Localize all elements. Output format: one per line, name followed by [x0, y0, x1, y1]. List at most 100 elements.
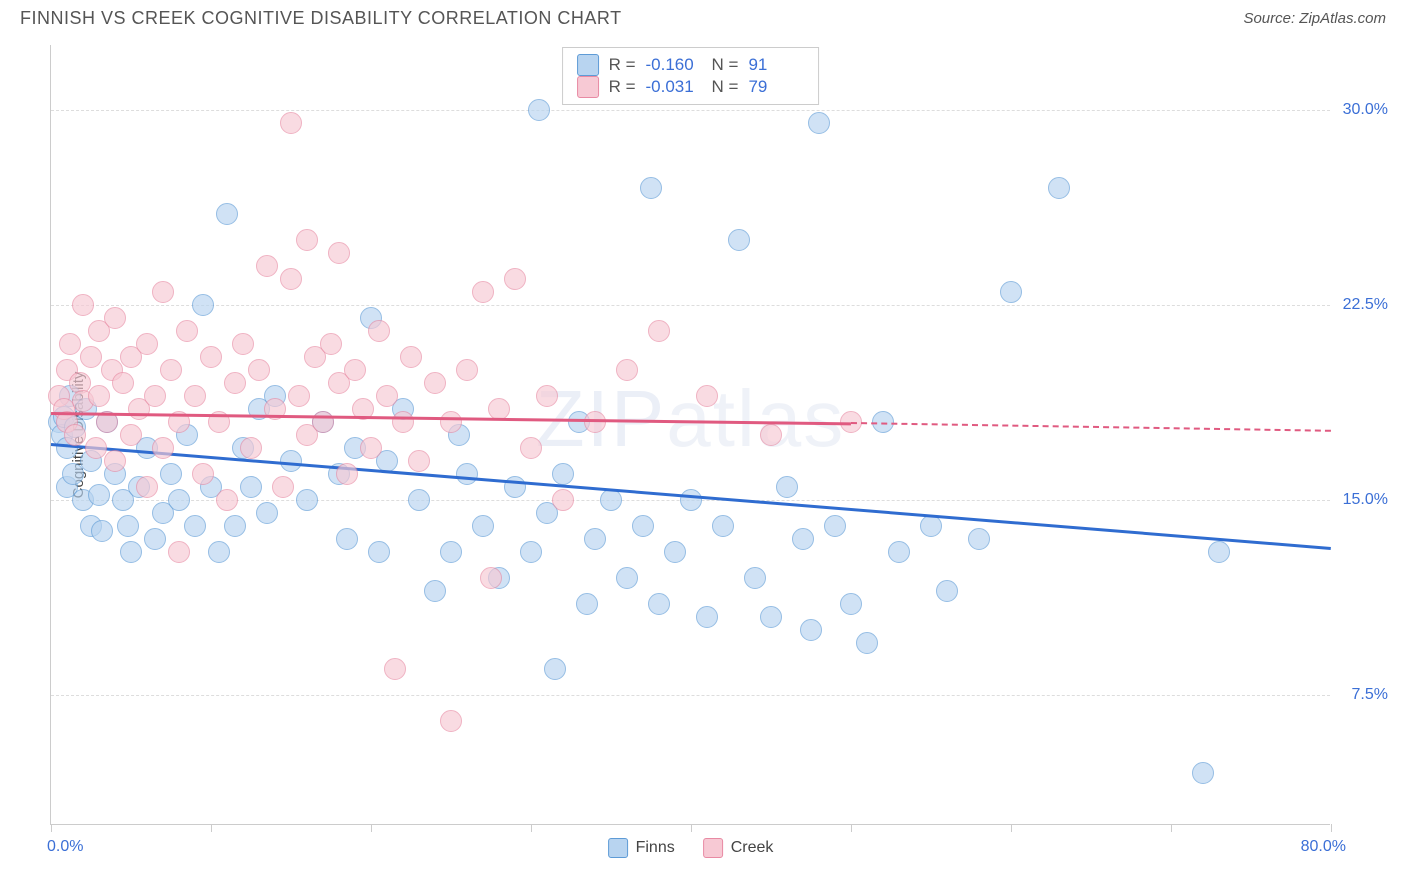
scatter-point [400, 346, 422, 368]
scatter-point [256, 502, 278, 524]
scatter-point [368, 320, 390, 342]
scatter-point [424, 580, 446, 602]
legend-swatch [577, 76, 599, 98]
y-tick-label: 22.5% [1343, 296, 1388, 314]
legend-series-name: Finns [636, 839, 675, 857]
x-axis-min-label: 0.0% [47, 838, 83, 856]
legend-n-label: N = [712, 55, 739, 75]
scatter-point [408, 450, 430, 472]
series-legend: Finns Creek [608, 838, 774, 858]
scatter-point [136, 333, 158, 355]
scatter-point [840, 593, 862, 615]
stats-legend-row: R =-0.031N =79 [577, 76, 805, 98]
legend-r-value: -0.031 [646, 77, 702, 97]
scatter-point [152, 281, 174, 303]
scatter-point [520, 437, 542, 459]
scatter-point [344, 359, 366, 381]
scatter-point [456, 463, 478, 485]
scatter-point [808, 112, 830, 134]
legend-item: Finns [608, 838, 675, 858]
scatter-point [648, 593, 670, 615]
scatter-point [328, 242, 350, 264]
scatter-point [168, 541, 190, 563]
scatter-point [1208, 541, 1230, 563]
legend-series-name: Creek [731, 839, 774, 857]
scatter-point [408, 489, 430, 511]
chart-plot-area: Cognitive Disability ZIPatlas R =-0.160N… [50, 45, 1330, 825]
scatter-point [104, 450, 126, 472]
legend-swatch [608, 838, 628, 858]
scatter-point [224, 515, 246, 537]
scatter-point [232, 333, 254, 355]
gridline [51, 695, 1330, 696]
scatter-point [360, 437, 382, 459]
scatter-point [584, 528, 606, 550]
scatter-point [184, 515, 206, 537]
scatter-point [472, 281, 494, 303]
scatter-point [248, 359, 270, 381]
x-tick [531, 824, 532, 832]
scatter-point [272, 476, 294, 498]
scatter-point [320, 333, 342, 355]
scatter-point [440, 710, 462, 732]
scatter-point [216, 203, 238, 225]
stats-legend-row: R = -0.160 N = 91 [577, 54, 805, 76]
scatter-point [80, 346, 102, 368]
gridline [51, 305, 1330, 306]
x-tick [1331, 824, 1332, 832]
scatter-point [336, 463, 358, 485]
x-tick [851, 824, 852, 832]
scatter-point [728, 229, 750, 251]
scatter-point [504, 268, 526, 290]
scatter-point [792, 528, 814, 550]
scatter-point [336, 528, 358, 550]
scatter-point [488, 398, 510, 420]
scatter-point [552, 489, 574, 511]
scatter-point [144, 385, 166, 407]
gridline [51, 110, 1330, 111]
scatter-point [968, 528, 990, 550]
scatter-point [760, 606, 782, 628]
scatter-point [480, 567, 502, 589]
scatter-point [760, 424, 782, 446]
legend-r-label: R = [609, 55, 636, 75]
scatter-point [64, 424, 86, 446]
scatter-point [648, 320, 670, 342]
scatter-point [256, 255, 278, 277]
legend-r-label: R = [609, 77, 636, 97]
scatter-point [552, 463, 574, 485]
scatter-point [280, 112, 302, 134]
scatter-point [824, 515, 846, 537]
scatter-point [312, 411, 334, 433]
scatter-point [192, 294, 214, 316]
legend-n-label: N = [712, 77, 739, 97]
trend-line [51, 443, 1331, 550]
scatter-point [1048, 177, 1070, 199]
scatter-point [632, 515, 654, 537]
scatter-point [888, 541, 910, 563]
y-tick-label: 30.0% [1343, 101, 1388, 119]
scatter-point [160, 463, 182, 485]
scatter-point [376, 385, 398, 407]
scatter-point [176, 320, 198, 342]
scatter-point [88, 385, 110, 407]
x-axis-max-label: 80.0% [1301, 838, 1346, 856]
scatter-point [384, 658, 406, 680]
scatter-point [240, 476, 262, 498]
scatter-point [1192, 762, 1214, 784]
scatter-point [696, 606, 718, 628]
legend-r-value: -0.160 [646, 55, 702, 75]
chart-title: FINNISH VS CREEK COGNITIVE DISABILITY CO… [20, 8, 622, 29]
scatter-point [120, 424, 142, 446]
scatter-point [120, 541, 142, 563]
scatter-point [288, 385, 310, 407]
legend-n-value: 91 [748, 55, 804, 75]
scatter-point [136, 476, 158, 498]
scatter-point [280, 268, 302, 290]
x-tick [1011, 824, 1012, 832]
x-tick [691, 824, 692, 832]
scatter-point [392, 411, 414, 433]
scatter-point [240, 437, 262, 459]
scatter-point [536, 385, 558, 407]
scatter-point [1000, 281, 1022, 303]
